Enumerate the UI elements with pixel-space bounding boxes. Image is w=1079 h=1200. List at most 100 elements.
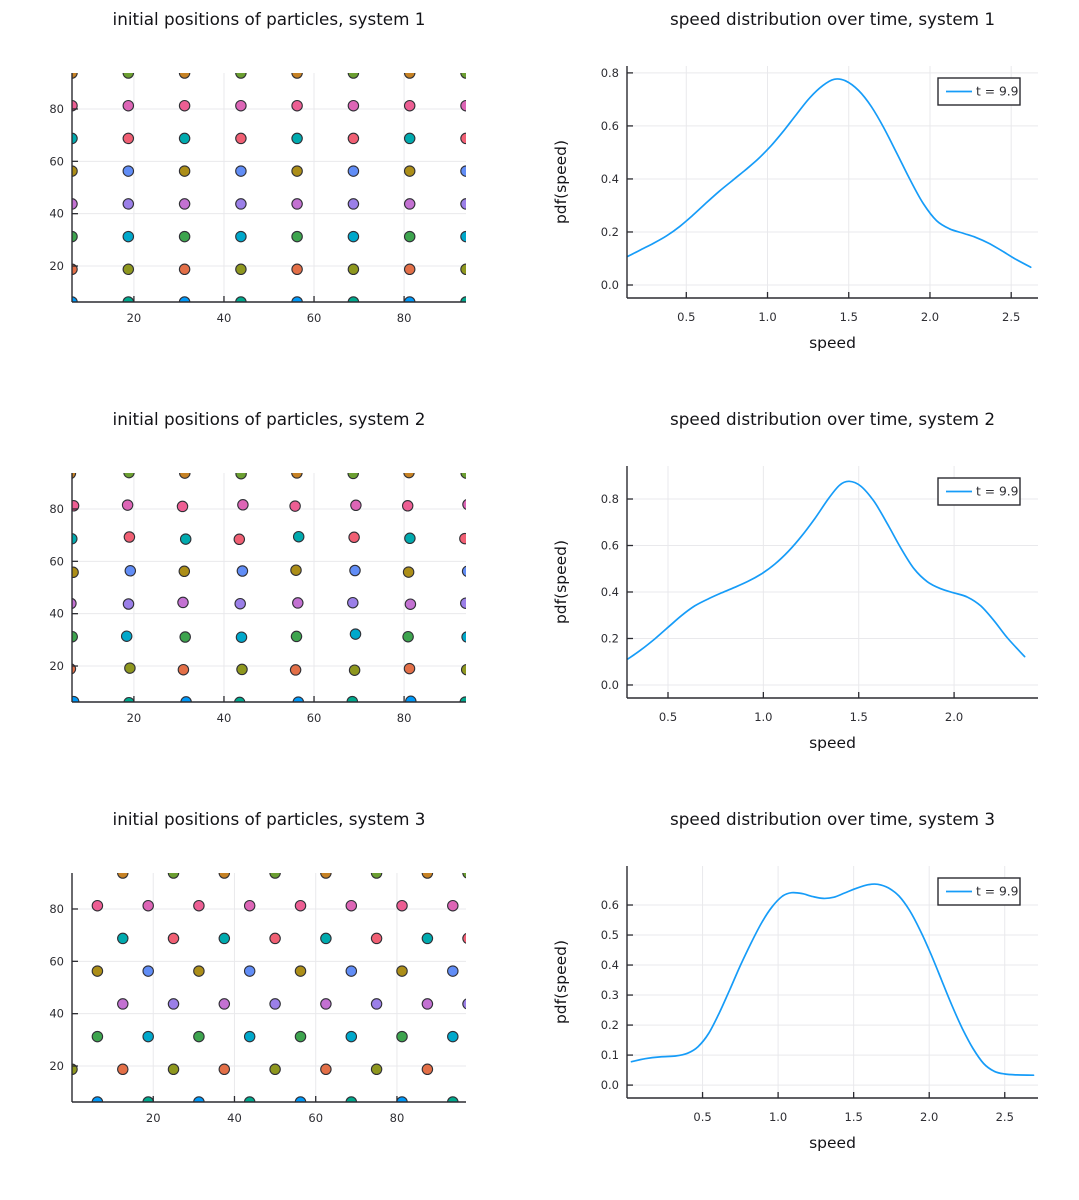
particle-dot: [291, 73, 303, 79]
subplot-positions-system-3: 20 40 60 80 20 40 60 80 initial positions of par…: [0, 800, 540, 1200]
particle-dot: [349, 628, 362, 640]
particle-dot: [396, 899, 408, 912]
particle-dot: [178, 565, 191, 578]
particle-dot: [350, 499, 362, 512]
particle-dot: [345, 899, 358, 912]
particle-dot: [233, 696, 246, 702]
x-tick-label: 1.5: [845, 1110, 863, 1124]
particle-dot: [447, 899, 459, 912]
particle-dot: [179, 631, 191, 643]
particle-dot: [235, 230, 247, 243]
particle-dot: [403, 73, 416, 79]
y-axis-label: pdf(speed): [552, 140, 570, 224]
y-tick-label: 60: [49, 154, 64, 168]
particle-dot: [117, 932, 129, 945]
positions-system-1-chart: 20 40 60 80 20 40 60 80 initial positions of par…: [49, 9, 466, 325]
particle-dot: [91, 1030, 104, 1043]
particle-dot: [348, 664, 361, 676]
particle-dot: [320, 932, 332, 945]
particle-dot: [459, 532, 466, 545]
particle-dot: [291, 165, 303, 177]
x-tick-label: 1.0: [758, 310, 776, 324]
subplot-speed-system-1: 0.5 1.0 1.5 2.0 2.5 0.0 0.2 0.4 0.6 0.8 speed dist…: [540, 0, 1079, 400]
particle-dot: [91, 899, 104, 912]
y-tick-label: 0.1: [601, 1048, 619, 1062]
y-tick-label: 60: [49, 954, 64, 968]
particle-dot: [269, 873, 281, 879]
particle-dot: [291, 198, 303, 210]
particle-dot: [460, 263, 466, 276]
particle-dot: [235, 165, 247, 177]
particle-dot: [235, 631, 248, 643]
particle-dot: [218, 1063, 231, 1076]
particle-dot: [123, 696, 135, 702]
particle-dot: [460, 663, 466, 676]
particle-dot: [72, 597, 77, 610]
particle-dot: [460, 165, 466, 177]
particle-dot: [421, 998, 434, 1010]
particle-dot: [91, 965, 104, 977]
particle-dot: [320, 1063, 332, 1076]
particle-dot: [292, 530, 305, 543]
x-tick-label: 0.5: [693, 1110, 711, 1124]
particle-dot: [460, 99, 466, 112]
particle-dot: [459, 696, 466, 702]
y-tick-label: 40: [49, 1007, 64, 1021]
speed-system-1-chart: 0.5 1.0 1.5 2.0 2.5 0.0 0.2 0.4 0.6 0.8 speed dist…: [552, 9, 1038, 352]
particle-dot: [291, 473, 303, 479]
y-tick-label: 20: [49, 659, 64, 673]
particle-dot: [349, 564, 361, 577]
subplot-speed-system-3: 0.5 1.0 1.5 2.0 2.5 0.0 0.1 0.2 0.3 0.4 0.5 0.6 spee…: [540, 800, 1079, 1200]
particle-dot: [347, 99, 360, 112]
particle-dot: [421, 932, 434, 945]
y-tick-label: 0.5: [601, 928, 619, 942]
x-tick-label: 80: [397, 311, 412, 325]
particle-dot: [167, 998, 180, 1010]
plot-title: initial positions of particles, system 1: [113, 9, 426, 29]
particle-dot: [421, 1063, 434, 1076]
particle-dot: [121, 499, 134, 511]
particle-dot: [178, 198, 191, 210]
particle-dot: [403, 662, 416, 675]
y-tick-label: 0.0: [601, 278, 619, 292]
y-tick-label: 0.6: [601, 119, 619, 133]
x-tick-label: 20: [146, 1111, 161, 1125]
x-tick-label: 1.0: [769, 1110, 787, 1124]
particle-dot: [462, 499, 466, 510]
particle-dot: [403, 198, 416, 210]
pdf-curve: [627, 78, 1032, 269]
particle-dot: [117, 998, 129, 1010]
particle-dot: [269, 1063, 281, 1076]
y-tick-label: 40: [49, 207, 64, 221]
particle-dot: [243, 899, 256, 912]
particle-dot: [403, 165, 416, 177]
subplot-speed-system-2: 0.5 1.0 1.5 2.0 0.0 0.2 0.4 0.6 0.8 speed distrib…: [540, 400, 1079, 800]
particle-dot: [142, 1030, 154, 1043]
particle-dot: [462, 998, 466, 1010]
y-tick-label: 40: [49, 607, 64, 621]
legend-label: t = 9.9: [976, 885, 1019, 899]
x-tick-label: 1.0: [754, 710, 772, 724]
particle-dot: [461, 565, 466, 577]
particle-dot: [193, 1030, 205, 1043]
particle-dot: [235, 99, 247, 112]
y-tick-label: 20: [49, 259, 64, 273]
particle-dot: [167, 1063, 180, 1076]
particle-dot: [243, 965, 256, 977]
particle-dot: [462, 933, 466, 944]
particle-dot: [447, 965, 459, 977]
particle-dot: [142, 899, 154, 912]
particle-dot: [370, 932, 383, 945]
particle-dot: [370, 1063, 383, 1076]
y-tick-label: 0.0: [601, 1078, 619, 1092]
particle-dot: [291, 230, 303, 243]
particle-dot: [403, 99, 416, 112]
x-tick-label: 80: [397, 711, 412, 725]
y-tick-label: 0.3: [601, 988, 619, 1002]
particle-dot: [460, 132, 466, 145]
particle-dot: [269, 998, 281, 1010]
particle-dot: [237, 499, 249, 511]
particle-dot: [401, 500, 414, 512]
particle-dot: [290, 564, 302, 576]
particle-dot: [122, 99, 135, 112]
